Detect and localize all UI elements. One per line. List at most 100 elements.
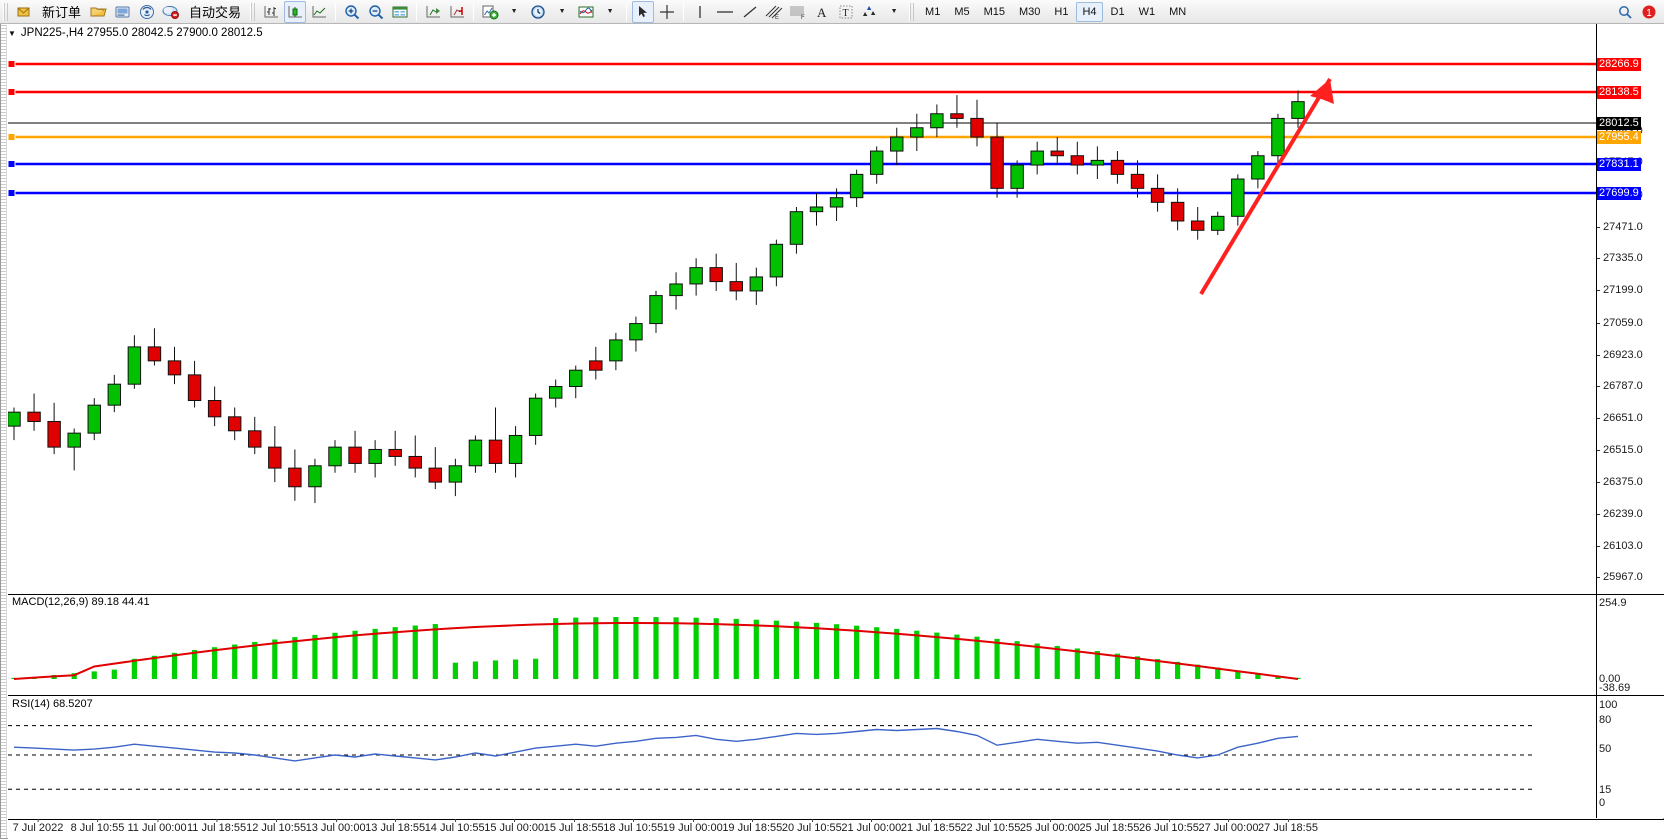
shift-end-icon[interactable] (422, 1, 444, 23)
toolbar-grip-2[interactable] (250, 2, 257, 21)
macd-bar (1275, 676, 1281, 679)
macd-bar (874, 627, 880, 679)
macd-bar (753, 619, 759, 679)
candlestick-chart-icon[interactable] (284, 0, 307, 23)
timeframe-w1[interactable]: W1 (1138, 5, 1156, 18)
text-icon[interactable]: A (811, 1, 833, 23)
timeframe-mn[interactable]: MN (1169, 5, 1187, 18)
chart-header: ▼ JPN225-,H4 27955.0 28042.5 27900.0 280… (8, 26, 263, 40)
macd-bar (1034, 643, 1040, 679)
templates-dropdown-caret[interactable]: ▼ (606, 8, 614, 15)
templates-icon[interactable] (575, 1, 597, 23)
zoom-out-icon[interactable] (365, 1, 387, 23)
new-order-icon[interactable] (13, 1, 35, 23)
candle-body (27, 411, 41, 422)
candle-body (809, 206, 824, 213)
candle-body (207, 400, 222, 418)
macd-bar (272, 639, 278, 679)
macd-bar (1014, 641, 1020, 679)
trendline-icon[interactable] (739, 1, 761, 23)
candle-body (1231, 178, 1245, 217)
bar-chart-icon[interactable] (260, 1, 282, 23)
time-tick: 7 Jul 2022 (13, 819, 63, 834)
cursor-icon[interactable] (632, 0, 655, 23)
timeframe-h4[interactable]: H4 (1076, 1, 1103, 22)
price-chart-canvas[interactable] (8, 24, 1604, 594)
macd-canvas[interactable] (8, 599, 1536, 695)
search-icon[interactable] (1614, 1, 1636, 23)
resistance-line-upper-handle[interactable] (8, 60, 16, 68)
price-axis[interactable]: 27883.027747.027607.027471.027335.027199… (1596, 24, 1664, 594)
new-chart-icon[interactable] (479, 1, 501, 23)
auto-trading-button[interactable]: 自动交易 (189, 5, 242, 20)
folder-icon[interactable] (88, 1, 110, 23)
last-price-tag[interactable]: 28012.5 (1597, 117, 1641, 130)
help-icon[interactable]: 1 (1638, 1, 1660, 23)
timeframe-m5[interactable]: M5 (954, 5, 970, 18)
rsi-axis-100: 100 (1599, 699, 1618, 711)
new-order-button[interactable]: 新订单 (42, 5, 82, 20)
rsi-canvas[interactable] (8, 700, 1536, 818)
text-label-icon[interactable]: T (835, 1, 857, 23)
crosshair-icon[interactable] (656, 1, 678, 23)
toolbar-separator-2 (416, 2, 418, 21)
vertical-line-icon[interactable] (689, 1, 711, 23)
timeframe-m30[interactable]: M30 (1019, 5, 1041, 18)
bid-price-tag[interactable]: 27955.4 (1597, 131, 1641, 144)
candle-body (488, 439, 503, 464)
period-clock-icon[interactable] (527, 1, 549, 23)
macd-bar (1215, 667, 1221, 679)
timeframe-m1[interactable]: M1 (925, 5, 941, 18)
support-line-lower-handle[interactable] (8, 189, 16, 197)
bid-price-line-handle[interactable] (8, 133, 16, 141)
toolbar-grip-3[interactable] (909, 2, 916, 21)
chart-window[interactable]: ▼ JPN225-,H4 27955.0 28042.5 27900.0 280… (0, 24, 1664, 839)
candle-body (729, 281, 743, 292)
chart-menu-caret[interactable]: ▼ (8, 28, 16, 38)
arrows-dropdown-caret[interactable]: ▼ (890, 8, 898, 15)
macd-bar (452, 662, 458, 679)
signal-icon[interactable] (136, 1, 158, 23)
timeframe-h1[interactable]: H1 (1054, 5, 1069, 18)
macd-bar (1195, 664, 1201, 679)
time-tick: 20 Jul 10:55 (782, 819, 842, 834)
auto-trading-icon[interactable] (160, 1, 182, 23)
macd-bar (1175, 661, 1181, 679)
resistance-tag-upper[interactable]: 28266.9 (1597, 58, 1641, 71)
candle-body (869, 150, 884, 175)
candle-body (508, 434, 523, 464)
support-tag-upper[interactable]: 27831.1 (1597, 158, 1641, 171)
resistance-tag-lower[interactable]: 28138.5 (1597, 86, 1641, 99)
timeframe-m15[interactable]: M15 (983, 5, 1005, 18)
equidistant-channel-icon[interactable]: E (763, 1, 785, 23)
horizontal-line-icon[interactable] (713, 1, 737, 23)
candle-body (890, 136, 904, 152)
macd-axis[interactable]: 254.9 0.00 -38.69 (1596, 595, 1664, 695)
support-line-upper-handle[interactable] (8, 160, 16, 168)
zoom-in-icon[interactable] (341, 1, 363, 23)
data-window-icon[interactable] (389, 1, 411, 23)
svg-text:F: F (801, 15, 805, 20)
candle-body (468, 439, 483, 467)
auto-scroll-icon[interactable] (446, 1, 468, 23)
line-chart-icon[interactable] (308, 1, 330, 23)
rsi-axis[interactable]: 100 80 50 15 0 (1596, 696, 1664, 818)
timeframe-d1[interactable]: D1 (1110, 5, 1125, 18)
candle-body (1070, 155, 1085, 166)
period-dropdown-caret[interactable]: ▼ (558, 8, 566, 15)
trend-arrow[interactable] (1199, 77, 1334, 296)
fibonacci-icon[interactable]: F (787, 1, 809, 23)
new-chart-dropdown-caret[interactable]: ▼ (510, 8, 518, 15)
candle-body (569, 369, 583, 388)
chart-left-grip[interactable] (1, 25, 7, 838)
support-tag-lower[interactable]: 27699.9 (1597, 187, 1641, 200)
toolbar-grip[interactable] (3, 2, 9, 21)
arrows-icon[interactable] (859, 1, 881, 23)
time-tick: 19 Jul 18:55 (722, 819, 782, 834)
macd-bar (111, 669, 117, 679)
resistance-line-lower-handle[interactable] (8, 88, 16, 96)
time-axis[interactable]: 7 Jul 2022 8 Jul 10:55 11 Jul 00:00 11 Jul … (8, 819, 1664, 839)
terminal-icon[interactable] (112, 1, 134, 23)
rsi-axis-15: 15 (1599, 784, 1612, 796)
macd-bar (392, 627, 398, 679)
